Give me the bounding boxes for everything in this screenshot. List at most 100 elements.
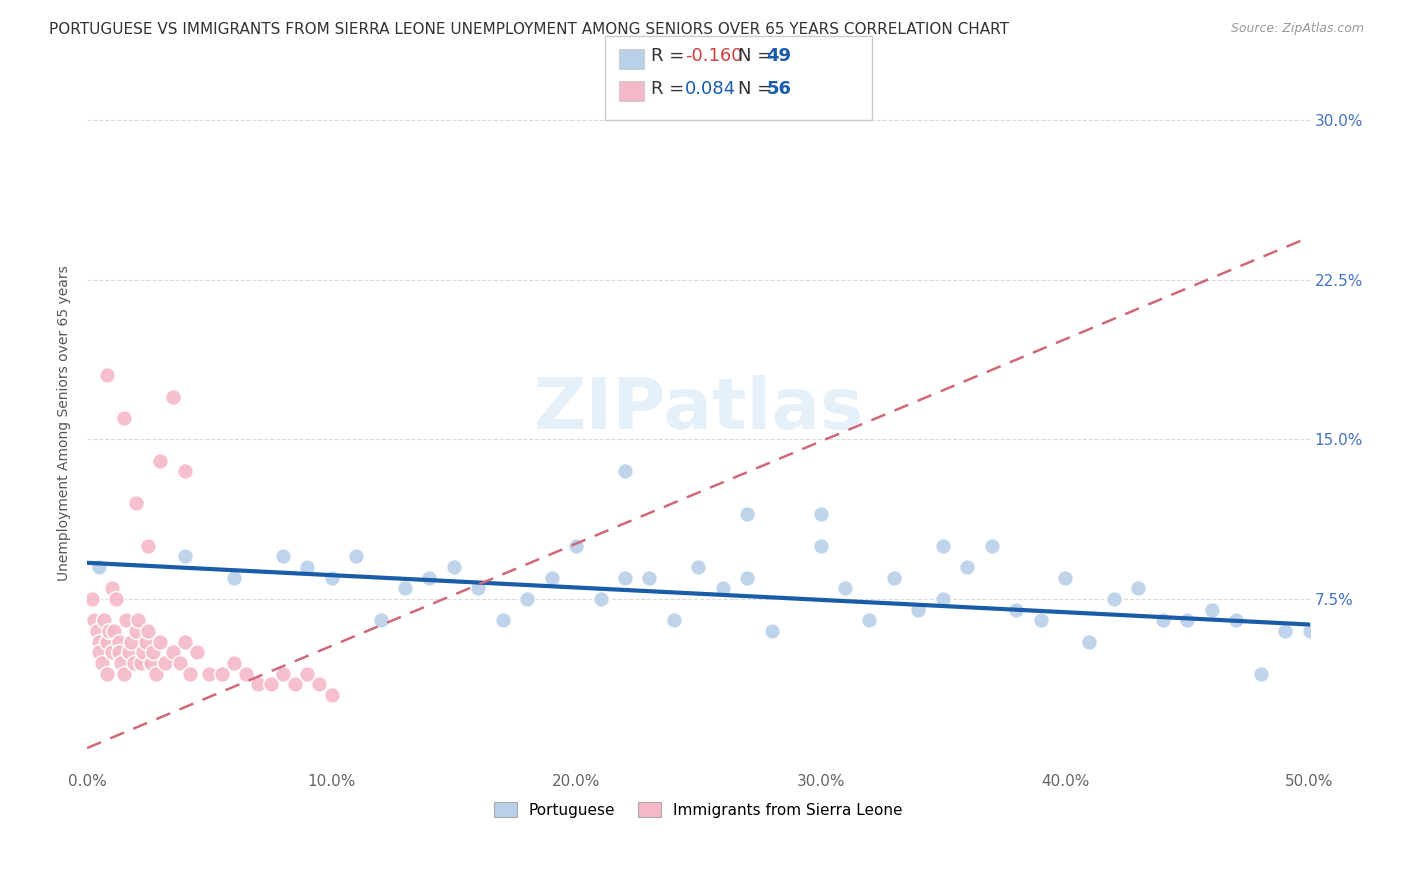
Point — [100, 582, 122, 596]
Point — [86, 624, 108, 638]
Point — [1274, 624, 1296, 638]
Point — [735, 571, 758, 585]
Point — [735, 507, 758, 521]
Point — [89, 645, 111, 659]
Point — [135, 634, 157, 648]
Point — [155, 656, 177, 670]
Text: -0.160: -0.160 — [685, 47, 742, 65]
Y-axis label: Unemployment Among Seniors over 65 years: Unemployment Among Seniors over 65 years — [58, 266, 72, 582]
Point — [149, 453, 172, 467]
Point — [810, 507, 832, 521]
Point — [492, 613, 515, 627]
Point — [89, 560, 111, 574]
Point — [1054, 571, 1077, 585]
Point — [96, 666, 118, 681]
Point — [128, 613, 150, 627]
Point — [222, 571, 245, 585]
Point — [145, 666, 167, 681]
Text: N =: N = — [738, 47, 778, 65]
Point — [80, 592, 103, 607]
Point — [980, 539, 1002, 553]
Point — [1250, 666, 1272, 681]
Point — [110, 656, 132, 670]
Text: PORTUGUESE VS IMMIGRANTS FROM SIERRA LEONE UNEMPLOYMENT AMONG SENIORS OVER 65 YE: PORTUGUESE VS IMMIGRANTS FROM SIERRA LEO… — [49, 22, 1010, 37]
Text: Source: ZipAtlas.com: Source: ZipAtlas.com — [1230, 22, 1364, 36]
Point — [122, 656, 145, 670]
Point — [834, 582, 856, 596]
Point — [295, 560, 318, 574]
Point — [1102, 592, 1125, 607]
Text: R =: R = — [651, 47, 690, 65]
Point — [308, 677, 330, 691]
Point — [115, 613, 138, 627]
Point — [89, 634, 111, 648]
Point — [186, 645, 208, 659]
Point — [162, 645, 184, 659]
Point — [711, 582, 734, 596]
Point — [1078, 634, 1101, 648]
Point — [125, 624, 148, 638]
Point — [108, 634, 131, 648]
Point — [370, 613, 392, 627]
Point — [1029, 613, 1052, 627]
Point — [112, 411, 135, 425]
Point — [883, 571, 905, 585]
Point — [321, 571, 343, 585]
Point — [108, 645, 131, 659]
Point — [271, 549, 294, 564]
Point — [174, 549, 197, 564]
Point — [139, 656, 162, 670]
Point — [105, 592, 128, 607]
Point — [83, 613, 105, 627]
Point — [540, 571, 562, 585]
Point — [688, 560, 710, 574]
Text: 56: 56 — [766, 80, 792, 98]
Point — [614, 464, 637, 478]
Point — [118, 645, 141, 659]
Point — [211, 666, 233, 681]
Point — [344, 549, 367, 564]
Text: 0.084: 0.084 — [685, 80, 735, 98]
Point — [394, 582, 416, 596]
Point — [271, 666, 294, 681]
Point — [169, 656, 191, 670]
Point — [96, 368, 118, 383]
Point — [1175, 613, 1198, 627]
Text: R =: R = — [651, 80, 690, 98]
Point — [295, 666, 318, 681]
Point — [125, 496, 148, 510]
Point — [142, 645, 165, 659]
Point — [321, 688, 343, 702]
Point — [858, 613, 880, 627]
Point — [96, 634, 118, 648]
Point — [662, 613, 685, 627]
Point — [1201, 602, 1223, 616]
Point — [614, 571, 637, 585]
Point — [162, 390, 184, 404]
Point — [1225, 613, 1247, 627]
Point — [90, 656, 112, 670]
Text: ZIPatlas: ZIPatlas — [533, 375, 863, 444]
Point — [467, 582, 489, 596]
Point — [129, 656, 152, 670]
Point — [93, 613, 115, 627]
Point — [198, 666, 221, 681]
Point — [932, 592, 955, 607]
Point — [810, 539, 832, 553]
Text: 49: 49 — [766, 47, 792, 65]
Point — [1298, 624, 1320, 638]
Point — [112, 666, 135, 681]
Point — [136, 624, 159, 638]
Point — [98, 624, 121, 638]
Point — [565, 539, 588, 553]
Point — [443, 560, 465, 574]
Point — [907, 602, 929, 616]
Point — [103, 624, 125, 638]
Point — [932, 539, 955, 553]
Point — [174, 634, 197, 648]
Point — [418, 571, 440, 585]
Point — [1128, 582, 1150, 596]
Point — [235, 666, 257, 681]
Point — [516, 592, 538, 607]
Point — [149, 634, 172, 648]
